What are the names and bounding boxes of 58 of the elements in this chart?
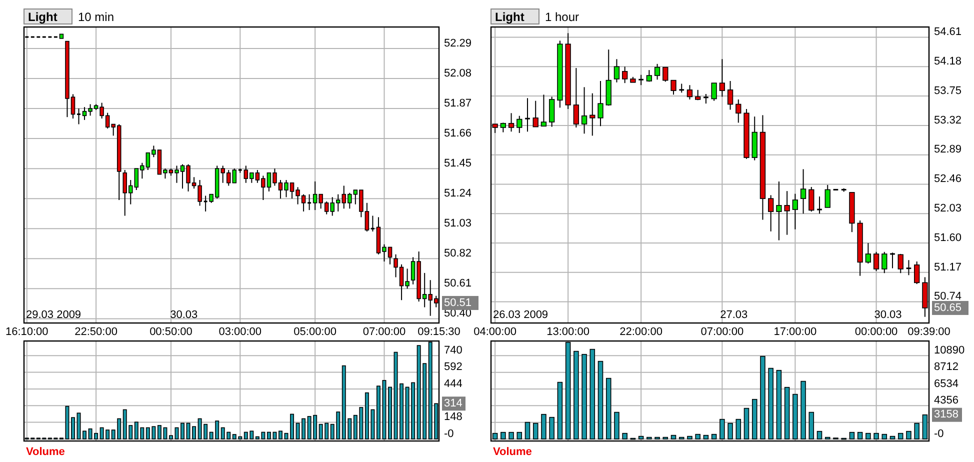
y-tick-label: 50.82 xyxy=(444,248,472,260)
x-tick-label: 22:50:00 xyxy=(74,326,118,338)
x-tick-label: 22:00:00 xyxy=(620,326,662,338)
x-tick-label: 00:00:00 xyxy=(854,326,898,338)
x-tick-label: 05:00:00 xyxy=(294,326,336,338)
x-tick-label: 07:00:00 xyxy=(362,326,406,338)
chart-title: Light xyxy=(28,10,58,24)
y-tick-label: 51.60 xyxy=(934,232,962,244)
annotation: 27.03 xyxy=(720,309,748,321)
text: 50.65 xyxy=(934,302,962,314)
y-tick-label: 10890 xyxy=(934,344,965,357)
x-tick-label: 03:00:00 xyxy=(218,326,262,338)
y-tick-label: 51.66 xyxy=(444,127,472,140)
annotation: 30.03 xyxy=(874,309,902,321)
y-tick-label: 52.03 xyxy=(934,202,962,215)
annotation: 29.03 2009 xyxy=(26,309,82,321)
text: 50.51 xyxy=(444,296,472,309)
y-tick-label: 51.24 xyxy=(444,188,472,200)
y-tick-label: 51.17 xyxy=(934,261,962,274)
x-tick-label: 04:00:00 xyxy=(474,326,516,338)
y-tick-label: 50.61 xyxy=(444,278,472,290)
text: 09:39:00 xyxy=(908,326,950,338)
y-tick-label: 444 xyxy=(444,378,462,390)
x-tick-label: 17:00:00 xyxy=(774,326,817,338)
y-tick-label: 52.46 xyxy=(934,173,962,186)
y-tick-label: 52.08 xyxy=(444,67,472,80)
x-tick-label: 16:10:00 xyxy=(5,326,48,338)
y-tick-label: 592 xyxy=(444,361,462,374)
y-tick-label: 54.61 xyxy=(934,26,962,38)
y-tick-label: 52.89 xyxy=(934,144,962,156)
x-tick-label: 13:00:00 xyxy=(546,326,590,338)
y-tick-label: 8712 xyxy=(934,361,958,374)
chart-subtitle: 1 hour xyxy=(545,10,580,24)
annotation: 30.03 xyxy=(170,309,198,321)
chart-title: Light xyxy=(495,10,524,24)
y-tick-label: 51.87 xyxy=(444,97,472,110)
x-tick-label: 00:50:00 xyxy=(150,326,192,338)
annotation: 26.03 2009 xyxy=(493,309,548,321)
y-tick-label: 6534 xyxy=(934,378,958,390)
y-tick-label: -0 xyxy=(444,428,454,440)
y-tick-label: 148 xyxy=(444,411,462,424)
y-tick-label: 53.32 xyxy=(934,114,962,126)
y-tick-label: -0 xyxy=(934,428,944,440)
chart-subtitle: 10 min xyxy=(78,10,114,24)
y-tick-label: 50.74 xyxy=(934,290,962,303)
y-tick-label: 740 xyxy=(444,344,462,357)
text: Volume xyxy=(26,446,65,458)
y-tick-label: 52.29 xyxy=(444,37,472,50)
y-tick-label: 54.18 xyxy=(934,56,962,68)
y-tick-label: 51.03 xyxy=(444,218,472,230)
text: 09:15:30 xyxy=(418,326,460,338)
text: 314 xyxy=(444,398,462,410)
y-tick-label: 51.45 xyxy=(444,157,472,170)
x-tick-label: 07:00:00 xyxy=(700,326,744,338)
y-tick-label: 4356 xyxy=(934,394,958,407)
text: 3158 xyxy=(934,408,958,421)
y-tick-label: 53.75 xyxy=(934,84,962,97)
text: Volume xyxy=(493,446,532,458)
